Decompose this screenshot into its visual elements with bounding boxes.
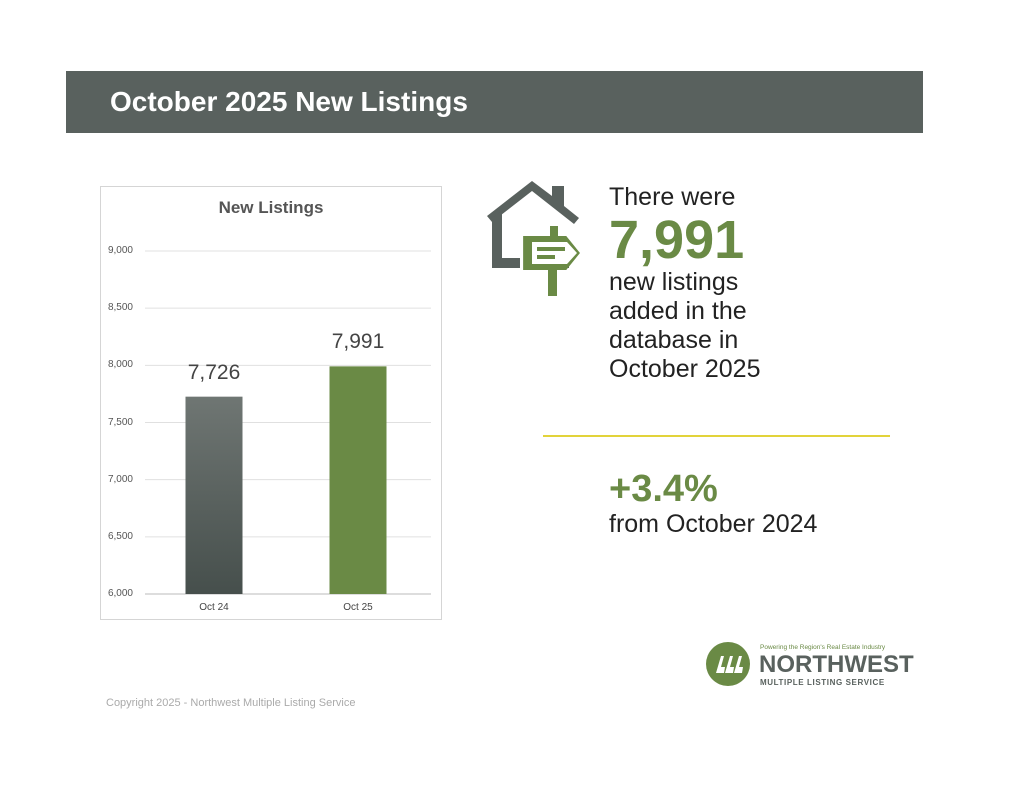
y-tick-label: 6,500 xyxy=(107,530,133,542)
summary-line: October 2025 xyxy=(609,355,761,383)
summary-line: database in xyxy=(609,326,739,354)
house-sign-icon xyxy=(487,181,580,296)
y-tick-label: 9,000 xyxy=(107,245,133,256)
logo-subtitle: MULTIPLE LISTING SERVICE xyxy=(760,678,885,687)
summary-intro: There were xyxy=(609,183,736,211)
page-title: October 2025 New Listings xyxy=(110,86,468,117)
bar xyxy=(185,396,243,594)
logo-tagline: Powering the Region's Real Estate Indust… xyxy=(760,644,886,651)
y-tick-label: 7,500 xyxy=(107,416,133,428)
y-tick-label: 6,000 xyxy=(107,588,133,599)
summary-panel: There were 7,991 new listings added in t… xyxy=(609,183,909,384)
summary-line: added in the xyxy=(609,297,747,325)
listing-count: 7,991 xyxy=(609,210,745,270)
divider xyxy=(543,435,890,437)
bar xyxy=(329,366,387,594)
logo-name: NORTHWEST xyxy=(759,651,914,678)
data-label: 7,991 xyxy=(331,330,385,354)
logo-emblem-icon xyxy=(706,642,750,686)
chart-title: New Listings xyxy=(218,198,324,217)
copyright: Copyright 2025 - Northwest Multiple List… xyxy=(106,697,356,709)
bar-chart: New Listings 6,000 6,500 7,000 7,500 8,000 8,… xyxy=(100,186,442,620)
summary-line: new listings xyxy=(609,268,739,296)
header-banner: October 2025 New Listings xyxy=(66,71,923,133)
percent-change-label: from October 2024 xyxy=(609,510,818,538)
change-panel: +3.4% from October 2024 xyxy=(609,468,909,539)
y-tick-label: 8,500 xyxy=(107,302,133,314)
y-tick-label: 8,000 xyxy=(107,359,133,371)
nwmls-logo: Powering the Region's Real Estate Indust… xyxy=(706,642,914,688)
x-tick-label: Oct 25 xyxy=(343,602,373,613)
y-tick-label: 7,000 xyxy=(107,473,133,485)
x-tick-label: Oct 24 xyxy=(199,602,229,613)
data-label: 7,726 xyxy=(187,360,241,384)
chart-svg xyxy=(145,250,431,595)
percent-change: +3.4% xyxy=(609,468,718,510)
